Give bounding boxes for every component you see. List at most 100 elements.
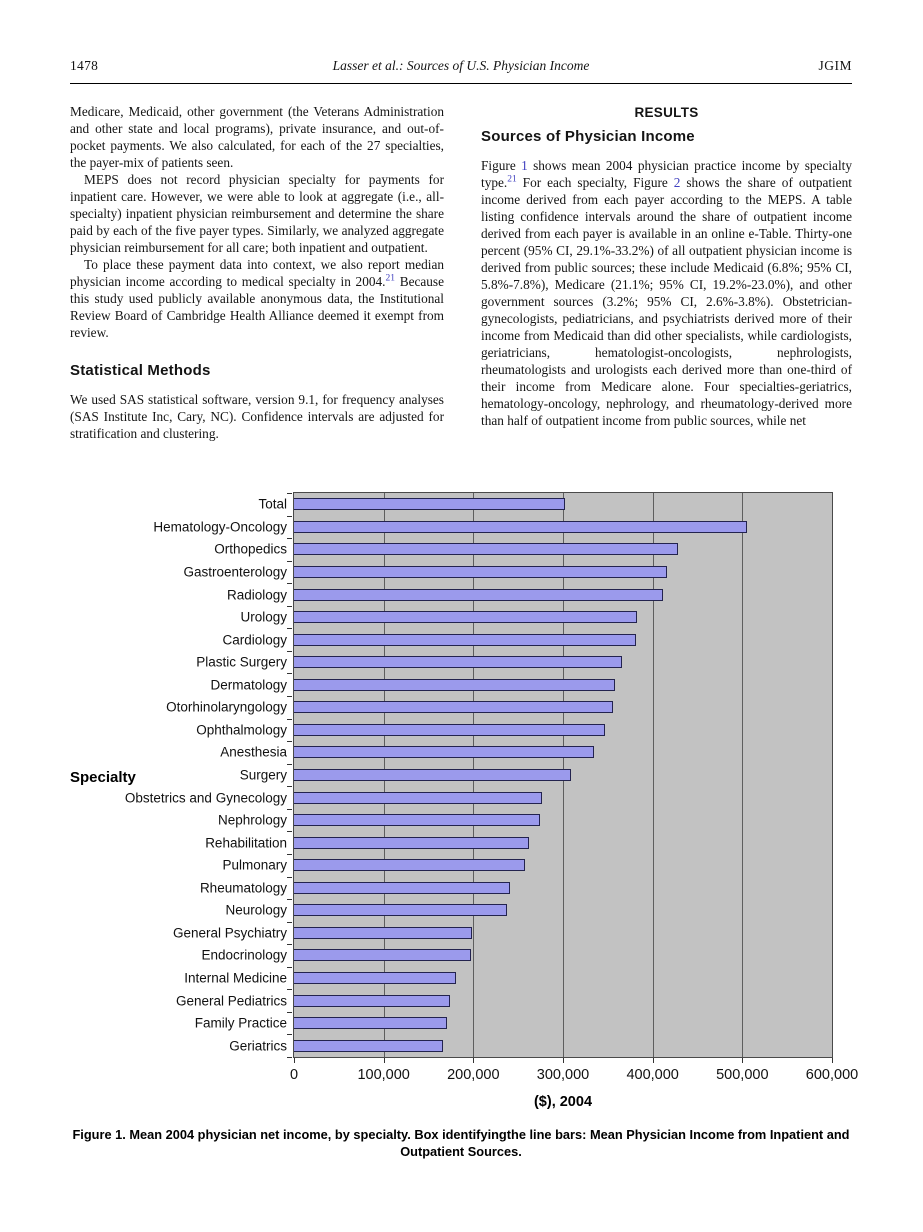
journal-abbrev: JGIM	[818, 58, 852, 73]
x-axis-tick	[742, 1058, 744, 1063]
paragraph-text: For each specialty, Figure	[516, 175, 674, 190]
bar-radiology	[294, 588, 663, 601]
y-axis-tick	[287, 628, 292, 630]
paragraph-results: Figure 1 shows mean 2004 physician pract…	[481, 157, 852, 429]
bar-general-psychiatry	[294, 926, 472, 939]
y-axis-tick	[287, 944, 292, 946]
paragraph-methods: We used SAS statistical software, versio…	[70, 392, 444, 441]
category-label: Family Practice	[194, 1015, 287, 1031]
category-label: Gastroenterology	[183, 564, 287, 580]
x-axis-tick-label: 300,000	[536, 1067, 590, 1083]
y-axis-tick	[287, 831, 292, 833]
citation-link-21[interactable]: 21	[385, 273, 395, 284]
paragraph-text: Because this study used publicly availab…	[70, 274, 444, 340]
category-label: Nephrology	[217, 812, 287, 828]
gridline	[652, 493, 654, 1057]
paragraph-payers: Medicare, Medicaid, other government (th…	[70, 104, 444, 170]
bar-obstetrics-and-gynecology	[294, 791, 542, 804]
running-header: 1478 Lasser et al.: Sources of U.S. Phys…	[70, 52, 852, 84]
x-axis-tick-label: 100,000	[357, 1067, 410, 1083]
y-axis-tick	[287, 741, 292, 743]
y-axis-tick	[287, 786, 292, 788]
y-axis-tick	[287, 605, 292, 607]
category-label: General Pediatrics	[175, 993, 287, 1009]
right-column: RESULTS Sources of Physician Income Figu…	[481, 103, 852, 442]
category-label: Surgery	[239, 767, 287, 783]
x-axis-tick	[832, 1058, 833, 1063]
page-number: 1478	[70, 58, 99, 73]
bar-nephrology	[294, 814, 540, 827]
figure-1-link[interactable]: 1	[521, 158, 528, 173]
heading-sources-of-income: Sources of Physician Income	[481, 128, 695, 145]
x-axis-tick	[473, 1058, 475, 1063]
paragraph-meps: MEPS does not record physician specialty…	[70, 172, 444, 255]
y-axis-tick	[287, 650, 292, 652]
bar-general-pediatrics	[294, 994, 451, 1007]
heading-results: RESULTS	[634, 105, 699, 120]
bar-gastroenterology	[294, 565, 668, 578]
y-axis-title: Specialty	[70, 769, 136, 786]
y-axis-tick	[287, 899, 292, 901]
category-label: Hematology-Oncology	[153, 519, 287, 535]
bar-orthopedics	[294, 543, 678, 556]
category-label: Pulmonary	[222, 857, 287, 873]
bar-urology	[294, 611, 637, 624]
x-axis-tick	[652, 1058, 654, 1063]
y-axis-tick	[287, 538, 292, 540]
category-label: Internal Medicine	[184, 970, 287, 986]
category-label: Dermatology	[210, 677, 287, 693]
bar-pulmonary	[294, 859, 526, 872]
category-label: Urology	[240, 609, 287, 625]
y-axis-tick	[287, 1034, 292, 1036]
y-axis-tick	[287, 876, 292, 878]
bar-neurology	[294, 904, 507, 917]
category-labels: Total Hematology-Oncology Orthopedics Gastr…	[70, 492, 287, 1058]
y-axis-tick	[287, 1011, 292, 1013]
x-axis-title: ($), 2004	[533, 1094, 593, 1110]
x-axis-tick-label: 600,000	[805, 1067, 859, 1083]
y-axis-tick	[287, 560, 292, 562]
bar-cardiology	[294, 633, 636, 646]
category-label: Otorhinolaryngology	[166, 699, 287, 715]
bar-total	[294, 498, 565, 511]
citation-link-21[interactable]: 21	[507, 174, 517, 185]
running-title: Lasser et al.: Sources of U.S. Physician…	[332, 58, 590, 73]
bar-rehabilitation	[294, 836, 530, 849]
paragraph-text: shows mean 2004 physician practice incom…	[481, 158, 852, 190]
y-axis-tick	[287, 966, 292, 968]
bar-endocrinology	[294, 949, 471, 962]
x-axis-tick-label: 200,000	[447, 1067, 500, 1083]
category-label: Total	[258, 496, 287, 512]
x-axis-tick	[383, 1058, 385, 1063]
bar-family-practice	[294, 1017, 448, 1030]
category-label: General Psychiatry	[172, 925, 287, 941]
y-axis-tick	[287, 763, 292, 765]
y-axis-tick	[287, 515, 292, 517]
category-label: Obstetrics and Gynecology	[124, 790, 287, 806]
category-label: Ophthalmology	[196, 722, 287, 738]
bar-otorhinolaryngology	[294, 701, 614, 714]
category-label: Anesthesia	[220, 744, 287, 760]
category-label: Neurology	[225, 902, 287, 918]
bar-internal-medicine	[294, 972, 457, 985]
x-axis-tick-label: 400,000	[626, 1067, 679, 1083]
y-axis-tick	[287, 583, 292, 585]
category-label: Radiology	[226, 587, 287, 603]
y-axis-tick	[287, 853, 292, 855]
category-label: Plastic Surgery	[196, 654, 287, 670]
bar-rheumatology	[294, 881, 511, 894]
y-axis-tick	[287, 673, 292, 675]
figure-2-link[interactable]: 2	[673, 175, 681, 190]
paragraph-context: To place these payment data into context…	[70, 256, 444, 341]
paragraph-text: Figure	[481, 158, 522, 173]
bar-plastic-surgery	[294, 656, 623, 669]
y-axis-tick	[287, 1057, 292, 1058]
y-axis-tick	[287, 921, 292, 923]
category-label: Rehabilitation	[205, 835, 287, 851]
x-axis-tick-label: 0	[289, 1067, 299, 1083]
bar-ophthalmology	[294, 723, 606, 736]
left-column: Medicare, Medicaid, other government (th…	[70, 103, 444, 442]
category-label: Cardiology	[222, 632, 287, 648]
x-axis-tick	[563, 1058, 564, 1063]
